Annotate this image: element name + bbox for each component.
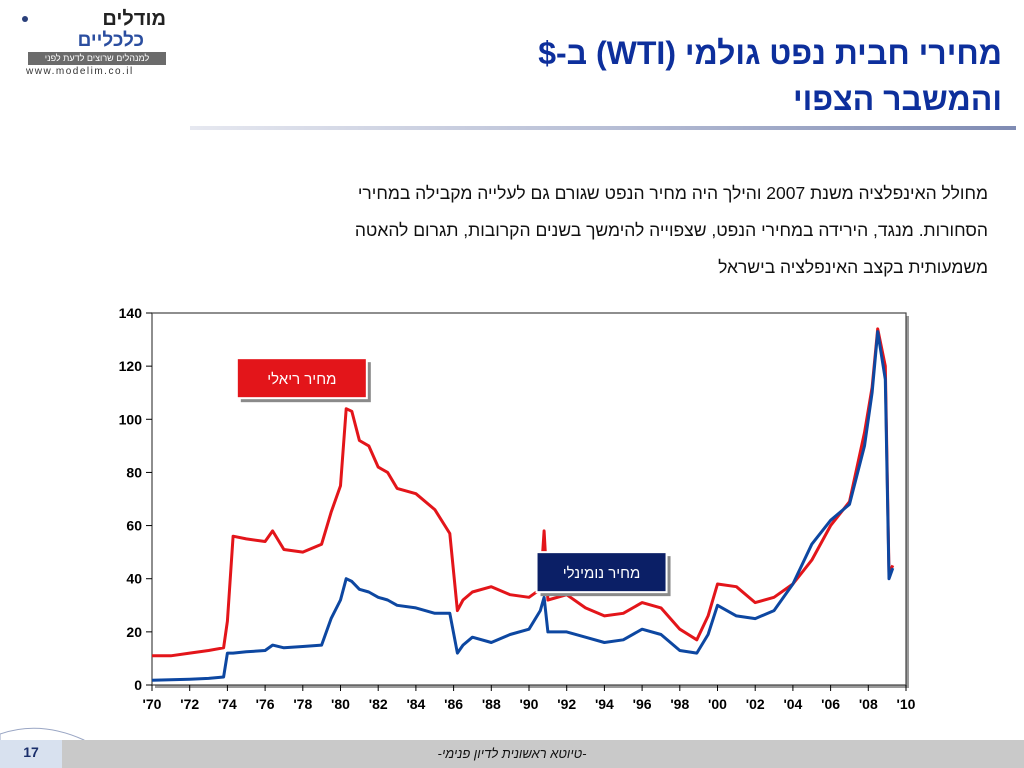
real-price-label: מחיר ריאלי	[267, 371, 336, 388]
oil-price-chart: 0 20 40 60 80 100 120 140 '70 '72 '74 '76 '78 '80 '82 '…	[119, 305, 916, 712]
description-line-1: מחולל האינפלציה משנת 2007 והילך היה מחיר…	[357, 183, 988, 203]
x-tick-label: '96	[633, 696, 652, 712]
x-tick-label: '10	[897, 696, 916, 712]
x-tick-label: '90	[520, 696, 539, 712]
x-tick-label: '00	[708, 696, 727, 712]
nominal-price-line	[151, 330, 895, 682]
y-tick-label: 100	[119, 411, 143, 427]
description-text: מחולל האינפלציה משנת 2007 והילך היה מחיר…	[60, 175, 988, 286]
x-tick-label: '80	[331, 696, 350, 712]
x-tick-label: '78	[293, 696, 312, 712]
footer-bar: 17 -טיוטא ראשונית לדיון פנימי-	[0, 740, 1024, 768]
y-tick-label: 0	[134, 677, 142, 693]
y-tick-label: 20	[126, 624, 142, 640]
x-tick-label: '94	[595, 696, 614, 712]
x-tick-label: '92	[557, 696, 576, 712]
title-line-1: מחירי חבית נפט גולמי (WTI) ב-$	[538, 35, 1002, 71]
x-tick-label: '02	[746, 696, 765, 712]
y-tick-label: 40	[126, 571, 142, 587]
footer-tab-curve	[0, 727, 85, 742]
page-number: 17	[0, 740, 62, 768]
logo-name-bottom: כלכליים	[77, 30, 144, 51]
company-logo: מודלים כלכליים למנהלים שרוצים לדעת לפני …	[22, 6, 172, 78]
x-tick-label: '98	[670, 696, 689, 712]
logo-tagline: למנהלים שרוצים לדעת לפני	[28, 52, 166, 65]
x-tick-label: '72	[180, 696, 199, 712]
x-tick-label: '06	[821, 696, 840, 712]
x-tick-label: '04	[783, 696, 802, 712]
x-tick-label: '74	[218, 696, 237, 712]
x-tick-label: '84	[406, 696, 425, 712]
real-price-label-box	[235, 357, 368, 400]
footer-note: -טיוטא ראשונית לדיון פנימי-	[437, 746, 587, 761]
title-divider	[190, 126, 1016, 130]
logo-dot	[22, 16, 28, 22]
nominal-price-label: מחיר נומינלי	[563, 565, 641, 582]
title-line-2: והמשבר הצפוי	[792, 81, 1002, 117]
x-tick-label: '70	[143, 696, 162, 712]
nominal-price-label-box	[535, 551, 668, 594]
y-tick-label: 60	[126, 518, 142, 534]
y-tick-label: 80	[126, 464, 142, 480]
y-tick-label: 120	[119, 358, 143, 374]
description-line-3: משמעותית בקצב האינפלציה בישראל	[718, 257, 988, 277]
x-tick-label: '76	[256, 696, 275, 712]
y-tick-label: 140	[119, 305, 143, 321]
x-tick-label: '08	[859, 696, 878, 712]
logo-name-top: מודלים	[102, 8, 166, 30]
description-line-2: הסחורות. מנגד, הירידה במחירי הנפט, שצפוי…	[354, 220, 988, 240]
x-tick-label: '88	[482, 696, 501, 712]
x-tick-label: '82	[369, 696, 388, 712]
x-tick-label: '86	[444, 696, 463, 712]
slide-title: מחירי חבית נפט גולמי (WTI) ב-$ והמשבר הצ…	[302, 30, 1002, 122]
real-price-line	[152, 327, 895, 658]
logo-url: www.modelim.co.il	[26, 66, 134, 77]
